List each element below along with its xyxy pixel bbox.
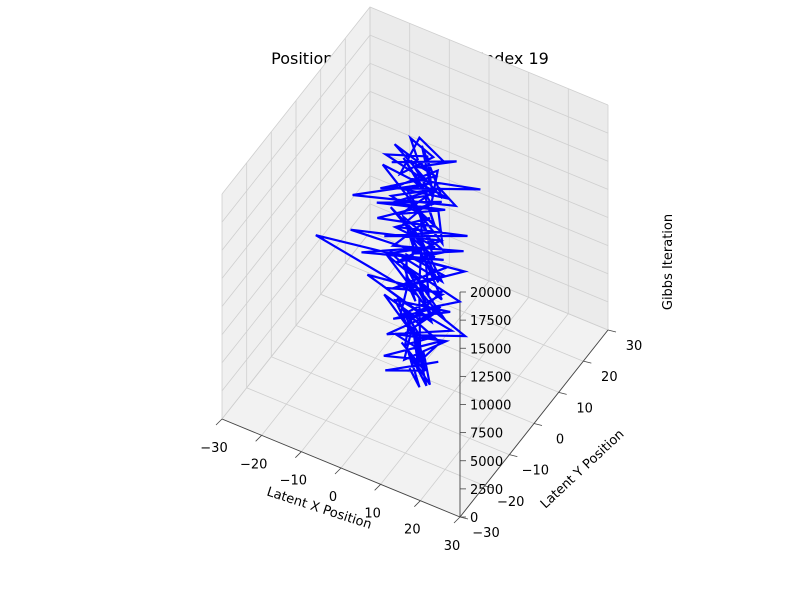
x-tick-label: 30 <box>444 539 461 554</box>
z-tick-label: 20000 <box>470 286 511 301</box>
y-tick-label: −10 <box>522 464 549 479</box>
x-tick-mark <box>334 467 342 475</box>
x-tick-mark <box>453 516 461 524</box>
z-grid-line <box>221 34 609 223</box>
x-tick-label: 20 <box>404 523 421 538</box>
y-tick-mark <box>583 360 592 364</box>
z-grid-line <box>221 175 609 364</box>
y-tick-mark <box>484 485 493 489</box>
trace-series-line <box>315 134 481 388</box>
grid-lines <box>221 6 609 518</box>
x-tick-label: 0 <box>329 490 337 505</box>
x-tick-mark <box>414 500 421 507</box>
y-tick-label: 20 <box>601 370 618 385</box>
x-tick-label: −10 <box>280 474 307 489</box>
y-tick-mark <box>558 391 567 395</box>
z-grid-line <box>221 119 609 307</box>
z-tick-label: 0 <box>470 511 478 526</box>
z-tick-label: 10000 <box>470 399 511 414</box>
z-tick-label: 7500 <box>470 427 503 442</box>
y-tick-mark <box>607 329 617 333</box>
z-axis-label: Gibbs Iteration <box>661 214 676 310</box>
x-tick-mark <box>295 451 302 458</box>
z-tick-label: 2500 <box>470 483 503 498</box>
y-tick-mark <box>509 454 518 458</box>
z-grid-line <box>221 147 609 335</box>
x-tick-mark <box>215 418 223 426</box>
y-tick-label: 0 <box>556 433 564 448</box>
z-tick-label: 15000 <box>470 342 511 357</box>
z-tick-label: 17500 <box>470 314 511 329</box>
tick-labels: −30 −20 −10 0 10 20 30 −30 −20 −10 0 10 20 30 0 2500 500… <box>200 286 642 554</box>
x-tick-label: −30 <box>200 441 227 456</box>
x-tick-mark <box>255 435 262 442</box>
y-tick-label: −30 <box>472 526 499 541</box>
z-grid-line <box>221 6 609 195</box>
z-grid-line <box>221 90 609 279</box>
y-tick-label: −20 <box>497 495 524 510</box>
y-tick-label: 10 <box>576 401 593 416</box>
y-tick-mark <box>533 423 543 426</box>
z-tick-label: 12500 <box>470 370 511 385</box>
z-tick-label: 5000 <box>470 455 503 470</box>
x-tick-label: −20 <box>240 457 267 472</box>
z-grid-line <box>221 203 609 392</box>
trace-lines <box>315 134 481 388</box>
y-tick-label: 30 <box>626 339 643 354</box>
z-grid-line <box>221 62 609 251</box>
x-tick-mark <box>374 484 381 491</box>
x-tick-label: 10 <box>364 506 381 521</box>
